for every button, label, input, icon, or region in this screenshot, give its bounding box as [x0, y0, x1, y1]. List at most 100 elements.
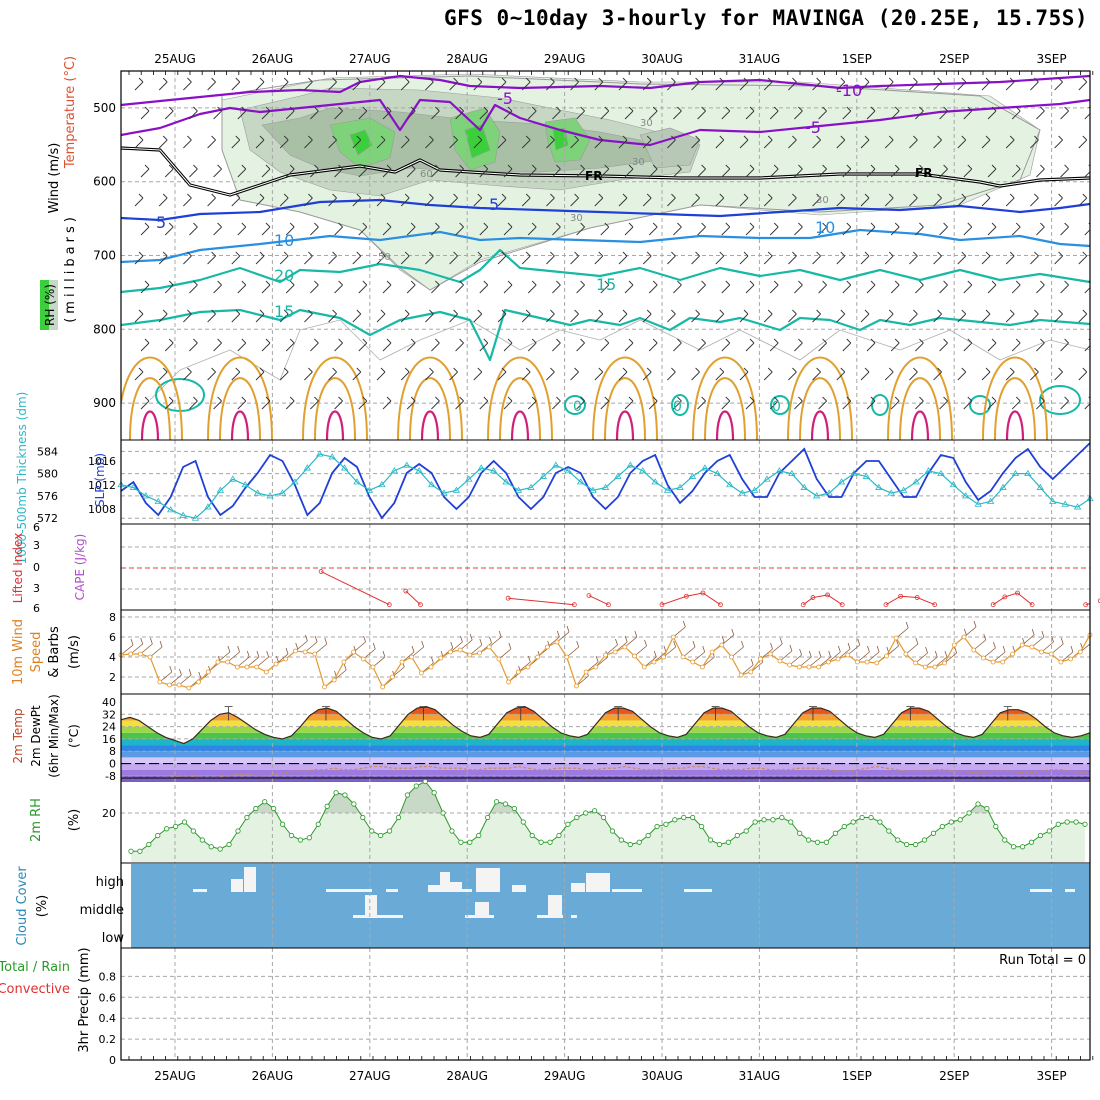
contour-label: 5 — [489, 195, 499, 214]
rh-point — [948, 819, 954, 825]
rh-point — [137, 848, 143, 854]
rh-point — [975, 801, 981, 807]
wind-barb-icon — [842, 396, 852, 410]
rh-point — [681, 814, 687, 821]
wind-barb-icon — [134, 309, 144, 323]
wind-barb-icon — [618, 309, 628, 323]
wind-barb-icon — [739, 251, 749, 265]
wind-speed-point — [360, 656, 366, 662]
wind-speed-point — [554, 639, 560, 645]
rh-point — [743, 828, 749, 834]
thickness-point — [949, 481, 958, 488]
lifted-index-point — [586, 593, 592, 598]
wind-barb-icon — [1054, 77, 1063, 91]
wind-barb-icon — [818, 164, 827, 178]
wind-barb-icon — [673, 280, 682, 294]
wind-barb-icon — [1031, 630, 1045, 648]
wind-barb-icon — [788, 367, 797, 381]
wind-barb-icon — [149, 640, 163, 658]
panel-frame-pr — [120, 947, 1091, 1061]
lifted-index-line — [802, 594, 843, 606]
wind-barb-icon — [237, 650, 250, 668]
wind-barb-icon — [837, 642, 851, 660]
wind-barb-icon — [401, 645, 415, 663]
wind-barb-icon — [957, 309, 967, 323]
wind-barb-icon — [521, 309, 531, 323]
temp-contour-arch-35 — [1005, 410, 1025, 440]
contour-label: 5 — [156, 213, 166, 232]
wind-barb-icon — [183, 193, 192, 207]
rh-point — [422, 778, 428, 785]
thickness-point — [229, 475, 237, 482]
wind-barb-icon — [624, 106, 634, 120]
rh-legend-swatch-dark — [40, 280, 49, 330]
wind-barb-icon — [648, 164, 658, 178]
wind-barb-icon — [909, 251, 918, 265]
wind-barb-icon — [925, 650, 938, 668]
wind-barb-icon — [1030, 193, 1039, 207]
wind-speed-point — [351, 649, 356, 655]
wind-barb-icon — [130, 637, 144, 655]
rh-point — [868, 814, 874, 821]
cloud-units: (%) — [35, 895, 50, 918]
wind-barb-icon — [1011, 338, 1021, 352]
wind-barb-icon — [1021, 628, 1035, 646]
ua-ylabel-mb: (millibars) — [63, 213, 78, 323]
wind-barb-icon — [546, 135, 555, 149]
wind-speed-point — [1000, 659, 1006, 665]
wind-barb-icon — [455, 106, 464, 120]
wind-barb-icon — [134, 135, 144, 149]
thickness-point — [726, 481, 734, 488]
wind-barb-icon — [237, 396, 247, 410]
wind-barb-icon — [624, 396, 634, 410]
thickness-point — [676, 483, 684, 490]
wind-barb-icon — [352, 309, 362, 323]
rh-point — [386, 828, 393, 834]
wind-barb-icon — [1078, 77, 1088, 91]
rh-point — [378, 832, 384, 839]
wind-barb-icon — [279, 251, 289, 265]
temp-contour-arch-25 — [982, 356, 1048, 440]
wind-barb-icon — [836, 77, 846, 91]
cloud-high-bar — [193, 889, 207, 892]
wind-barb-icon — [983, 641, 996, 659]
wind-barb-icon — [842, 222, 852, 236]
wind-barb-icon — [207, 367, 216, 381]
wind-barb-icon — [745, 222, 755, 236]
wind-barb-icon — [285, 164, 295, 178]
lifted-index-point — [683, 593, 689, 599]
wind-ylabel-units: (m/s) — [67, 635, 82, 669]
wind-barb-icon — [866, 396, 876, 410]
wind-barb-icon — [450, 635, 463, 653]
wind-barb-icon — [957, 251, 967, 265]
rh-contour-low — [149, 319, 1090, 401]
wind-barb-icon — [769, 396, 779, 410]
rh-point — [806, 837, 812, 843]
wind-barb-icon — [576, 222, 585, 236]
wind-barb-icon — [231, 77, 241, 91]
rh-point — [181, 819, 188, 825]
cloud-high-bar — [571, 883, 585, 892]
wind-speed-point — [370, 664, 376, 670]
plot-outer-frame — [120, 70, 1091, 1061]
wind-barb-icon — [794, 164, 803, 178]
wind-speed-point — [1010, 651, 1015, 657]
wind-barb-icon — [189, 280, 198, 294]
contour-label: 0 — [772, 399, 781, 415]
rh-point — [886, 828, 892, 834]
wind-barb-icon — [1084, 106, 1090, 120]
thickness-point — [564, 467, 572, 474]
rh-point — [404, 792, 410, 798]
wind-speed-point — [651, 659, 657, 665]
wind-barb-icon — [981, 77, 991, 91]
rh-point — [841, 823, 847, 830]
page-title: GFS 0~10day 3-hourly for MAVINGA (20.25E… — [443, 6, 1088, 30]
wind-barb-icon — [973, 633, 987, 651]
wind-barb-icon — [963, 396, 973, 410]
temp-contour-arch-30 — [604, 377, 646, 440]
wind-barb-icon — [1030, 367, 1039, 381]
wind-barb-icon — [164, 164, 174, 178]
thickness-point — [1049, 497, 1057, 504]
rh-point — [297, 837, 304, 843]
contour-label: 50 — [378, 252, 391, 263]
